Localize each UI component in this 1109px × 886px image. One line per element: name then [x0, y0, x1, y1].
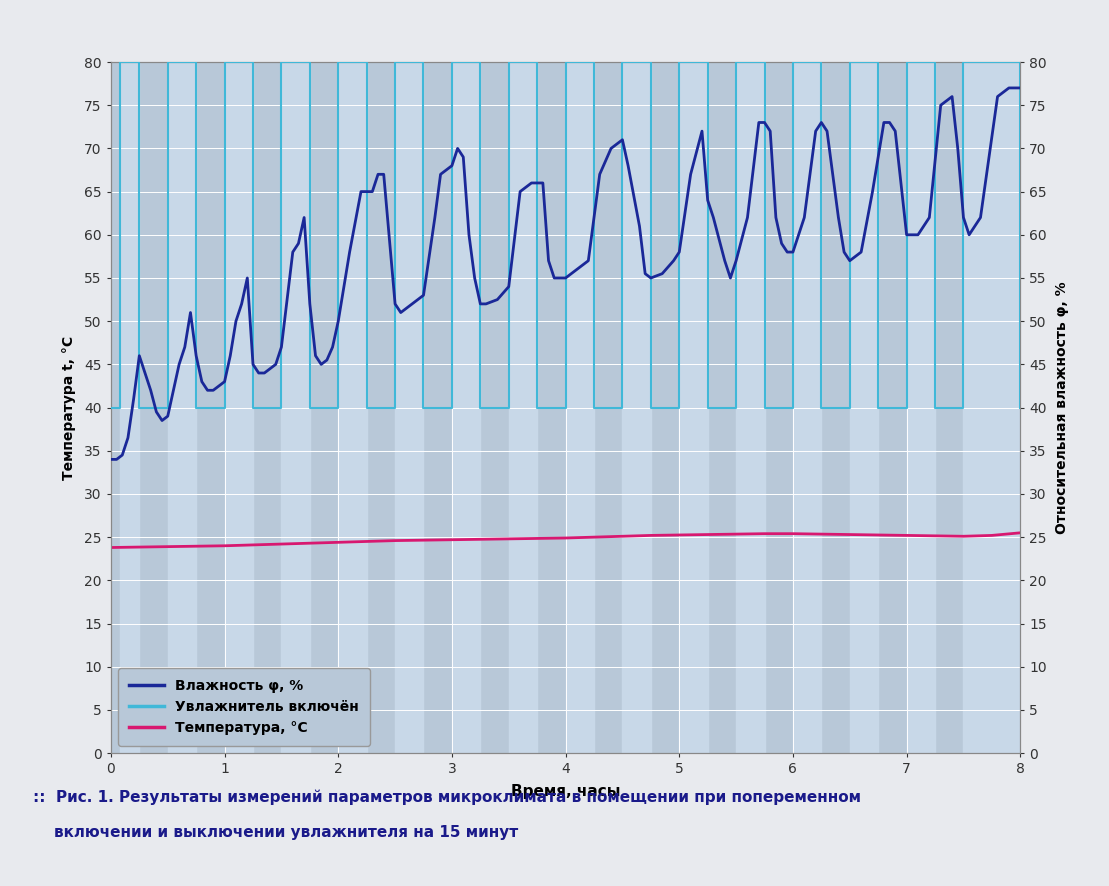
- Bar: [395, 62, 424, 753]
- Bar: [679, 62, 708, 753]
- Bar: [622, 62, 651, 753]
- Bar: [338, 62, 367, 753]
- Bar: [452, 62, 480, 753]
- Bar: [793, 62, 822, 753]
- X-axis label: Время, часы: Время, часы: [511, 784, 620, 799]
- Bar: [224, 62, 253, 753]
- Y-axis label: Температура t, °C: Температура t, °C: [62, 336, 75, 479]
- Bar: [566, 62, 594, 753]
- Bar: [121, 62, 140, 753]
- Y-axis label: Относительная влажность φ, %: Относительная влажность φ, %: [1056, 281, 1069, 534]
- Bar: [736, 62, 764, 753]
- Text: ::  Рис. 1. Результаты измерений параметров микроклимата в помещении при поперем: :: Рис. 1. Результаты измерений параметр…: [33, 789, 862, 804]
- Bar: [167, 62, 196, 753]
- Bar: [849, 62, 878, 753]
- Bar: [964, 62, 1020, 753]
- Bar: [509, 62, 537, 753]
- Text: включении и выключении увлажнителя на 15 минут: включении и выключении увлажнителя на 15…: [33, 825, 519, 840]
- Legend: Влажность φ, %, Увлажнитель включён, Температура, °C: Влажность φ, %, Увлажнитель включён, Тем…: [118, 668, 369, 746]
- Bar: [906, 62, 935, 753]
- Bar: [282, 62, 309, 753]
